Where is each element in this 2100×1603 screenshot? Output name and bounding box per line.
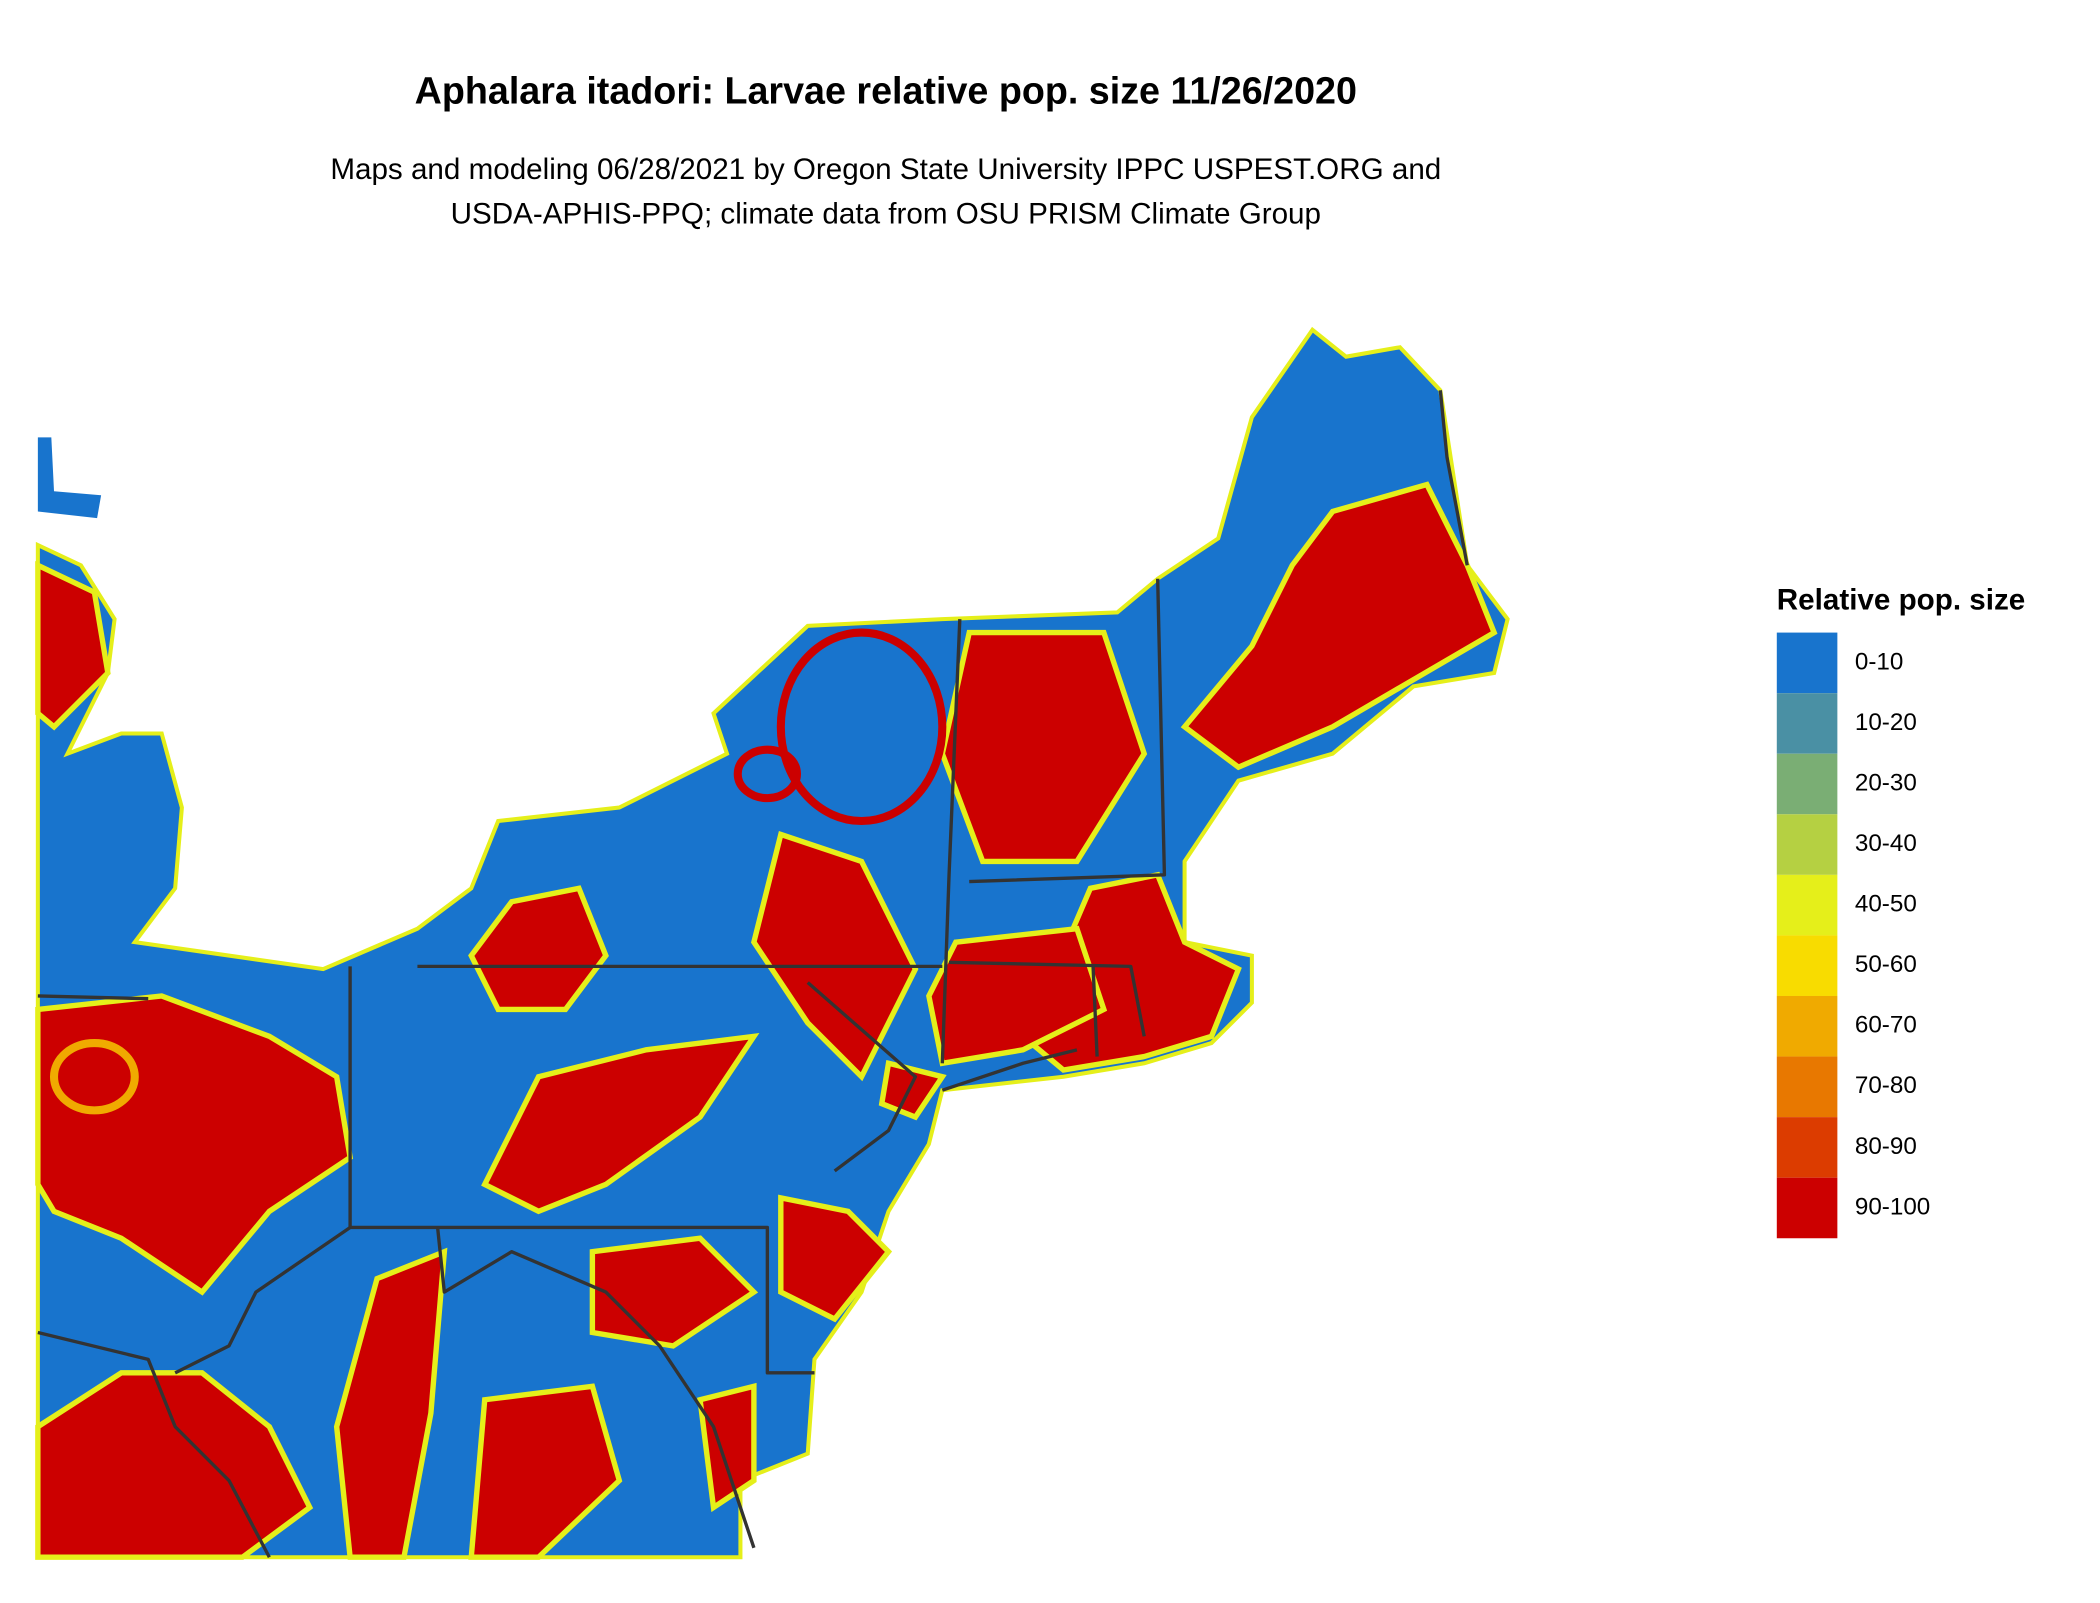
border [806,981,918,1173]
ring [733,745,802,803]
border [435,1227,756,1549]
legend-label: 70-80 [1855,1072,1917,1099]
border [1091,966,1099,1057]
legend-swatch [1776,1117,1838,1178]
region [333,1247,448,1560]
border [1438,390,1469,566]
legend-swatch [1776,753,1838,815]
region [35,1370,314,1560]
legend-title: Relative pop. size [1777,584,2025,617]
legend-label: 60-70 [1855,1012,1917,1039]
high-population-areas [35,481,1498,1560]
legend: 0-10 10-20 20-30 30-40 40-50 50-60 60-70 70-80 8… [1776,632,1930,1239]
region [778,1194,893,1323]
legend-swatch [1776,1177,1838,1239]
region [468,885,609,1013]
border [174,1226,352,1375]
map [35,326,1510,1560]
legend-label: 90-100 [1855,1193,1930,1220]
legend-swatch [1776,995,1838,1057]
region [878,1059,947,1121]
legend-swatch [1776,1056,1838,1118]
region [481,1032,760,1215]
region [35,993,354,1296]
ring [776,628,947,826]
region [1180,481,1498,771]
legend-label: 80-90 [1855,1133,1917,1160]
region [697,1382,757,1513]
state-borders [37,390,1469,1559]
legend-label: 10-20 [1855,709,1917,736]
land [37,437,102,519]
legend-swatch [1776,874,1838,936]
legend-swatch [1776,935,1838,996]
region [750,831,919,1082]
border [37,1330,271,1559]
border [940,619,962,1064]
ring-patterns [49,628,947,1115]
legend-swatch [1776,693,1838,754]
subtitle: USDA-APHIS-PPQ; climate data from OSU PR… [451,197,1321,230]
legend-label: 40-50 [1855,891,1917,918]
border [941,1048,1078,1092]
border [348,966,815,1375]
border [37,994,149,1001]
title: Aphalara itadori: Larvae relative pop. s… [415,70,1357,112]
border [949,960,1146,1037]
legend-swatch [1776,632,1838,694]
subtitle: Maps and modeling 06/28/2021 by Oregon S… [330,153,1441,186]
legend-label: 20-30 [1855,769,1917,796]
region [35,561,111,731]
region [468,1383,623,1560]
legend-label: 0-10 [1855,648,1903,675]
legend-label: 30-40 [1855,830,1917,857]
legend-label: 50-60 [1855,951,1917,978]
border [969,578,1167,884]
legend-swatch [1776,814,1838,875]
ring [49,1039,139,1115]
